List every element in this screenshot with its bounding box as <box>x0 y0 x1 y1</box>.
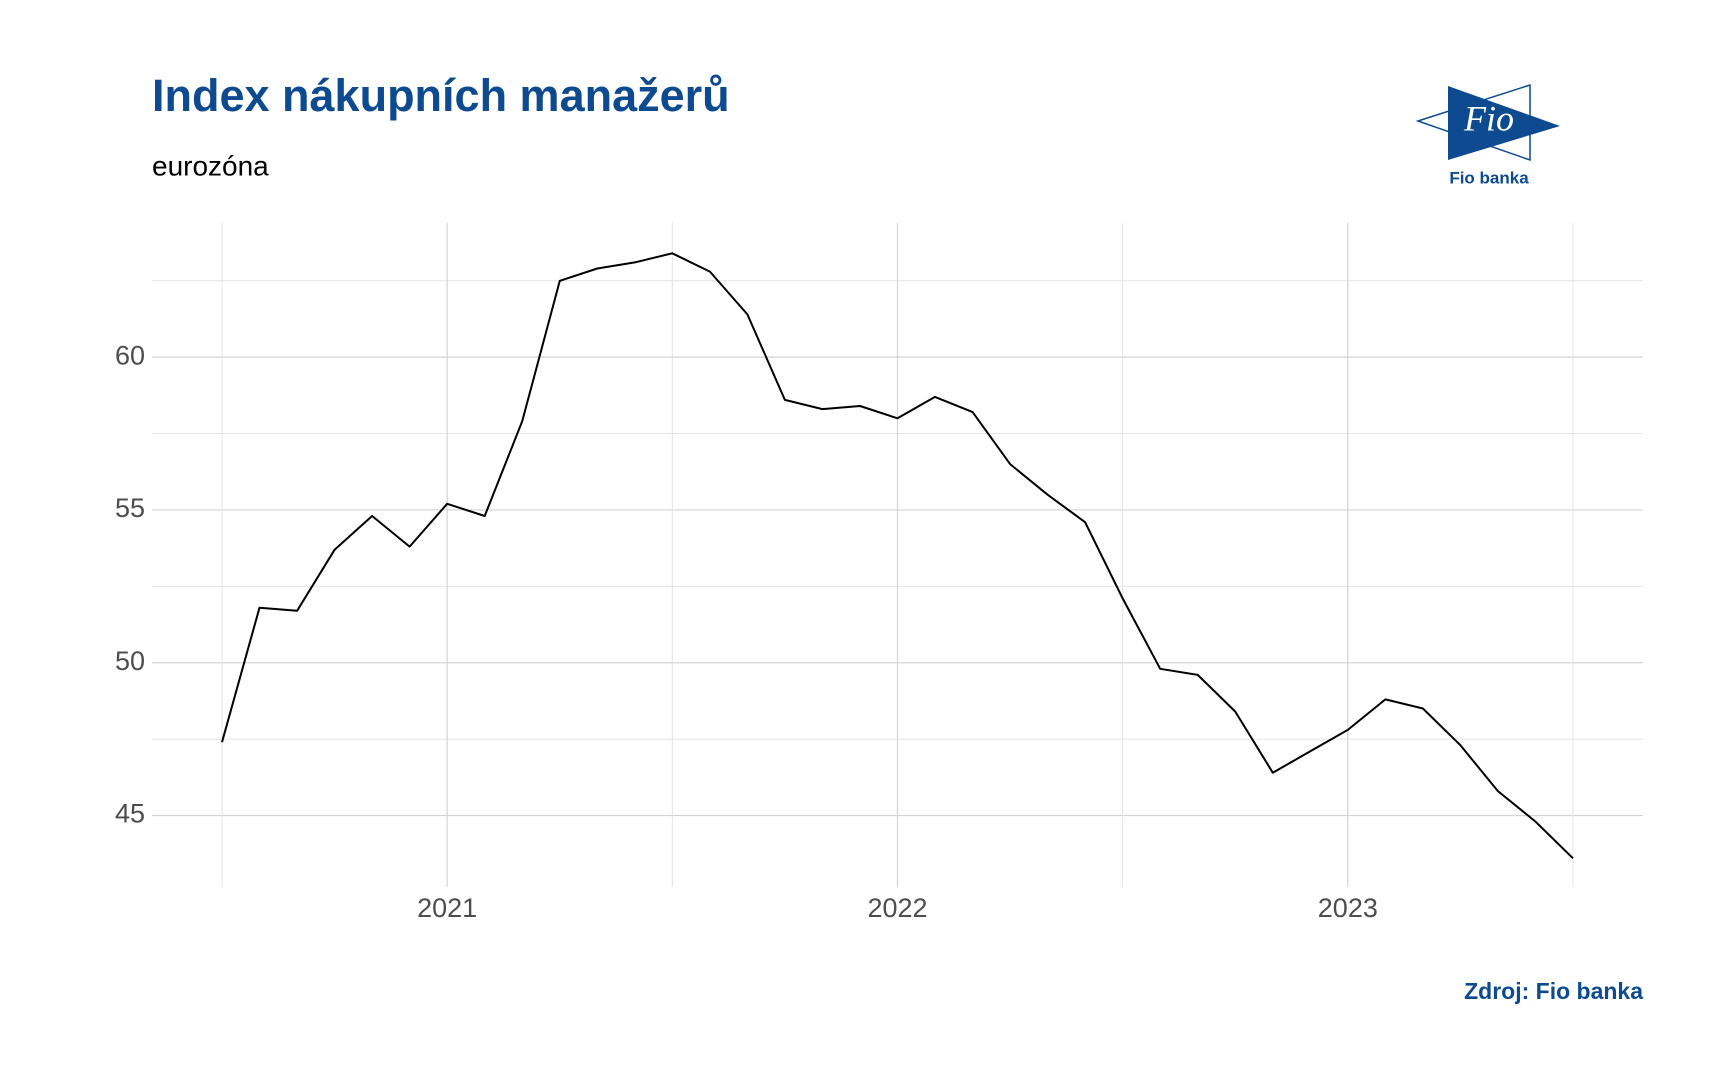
logo-mark: Fio <box>1463 98 1514 138</box>
chart-subtitle: eurozóna <box>152 150 269 181</box>
logo: Fio Fio banka <box>1415 83 1560 187</box>
plot <box>221 252 1574 860</box>
x-tick-label: 2021 <box>417 893 477 923</box>
x-tick-label: 2023 <box>1318 893 1378 923</box>
y-tick-label: 55 <box>115 493 145 523</box>
source: Zdroj: Fio banka <box>1464 978 1643 1004</box>
logo-name: Fio banka <box>1449 168 1529 187</box>
grid <box>152 223 1643 887</box>
y-tick-label: 45 <box>115 799 145 829</box>
logo-flag <box>1448 86 1560 160</box>
y-tick-label: 60 <box>115 340 145 370</box>
line <box>221 252 1574 860</box>
x-tick-label: 2022 <box>867 893 927 923</box>
chart-title: Index nákupních manažerů <box>152 70 730 121</box>
y-tick-label: 50 <box>115 646 145 676</box>
